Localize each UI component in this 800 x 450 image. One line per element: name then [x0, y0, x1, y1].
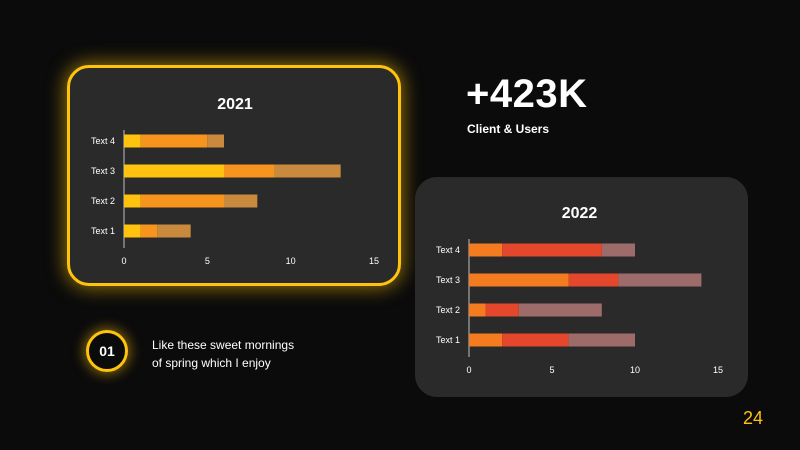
- y-tick-label: Text 4: [436, 245, 460, 255]
- bar-segment: [224, 164, 274, 178]
- bar-segment: [485, 303, 519, 317]
- bar-segment: [618, 273, 702, 287]
- y-tick-label: Text 2: [91, 196, 115, 206]
- step-number-badge: 01: [86, 330, 128, 372]
- x-tick-label: 10: [630, 365, 640, 375]
- bar-segment: [157, 224, 191, 238]
- x-tick-label: 5: [549, 365, 554, 375]
- x-tick-label: 10: [286, 256, 296, 266]
- step-text-line-1: Like these sweet mornings: [152, 338, 295, 352]
- chart-title: 2021: [217, 96, 253, 113]
- x-tick-label: 5: [205, 256, 210, 266]
- bar-segment: [124, 224, 141, 238]
- bar-segment: [140, 134, 208, 148]
- chart-title: 2022: [562, 205, 598, 222]
- bar-segment: [124, 134, 141, 148]
- bar-segment: [601, 243, 635, 257]
- bar-chart-2021: 2021 Text 1 Text 2 Text 3 Text 4 0 5 10 15: [91, 96, 379, 266]
- bar-segment: [568, 333, 635, 347]
- x-tick-label: 0: [466, 365, 471, 375]
- page-number: 24: [743, 408, 764, 428]
- bar-segment: [124, 194, 141, 208]
- y-tick-label: Text 4: [91, 136, 115, 146]
- stat-caption: Client & Users: [467, 122, 550, 136]
- y-tick-label: Text 1: [436, 335, 460, 345]
- bar-segment: [124, 164, 224, 178]
- step-number: 01: [99, 343, 115, 359]
- y-tick-label: Text 1: [91, 226, 115, 236]
- bar-segment: [207, 134, 224, 148]
- stat-value: +423K: [466, 72, 588, 116]
- y-tick-label: Text 3: [436, 275, 460, 285]
- bar-segment: [518, 303, 602, 317]
- x-tick-label: 15: [369, 256, 379, 266]
- bar-segment: [224, 194, 258, 208]
- bar-segment: [140, 224, 158, 238]
- x-tick-label: 15: [713, 365, 723, 375]
- bar-segment: [568, 273, 619, 287]
- y-tick-label: Text 3: [91, 166, 115, 176]
- step-text-line-2: of spring which I enjoy: [152, 356, 271, 370]
- bar-chart-2022: 2022 Text 1 Text 2 Text 3 Text 4 0 5 10 15: [436, 205, 723, 375]
- bar-segment: [502, 333, 569, 347]
- bar-segment: [469, 243, 503, 257]
- bar-segment: [502, 243, 602, 257]
- chart-card-2021: 2021 Text 1 Text 2 Text 3 Text 4 0 5 10 15: [67, 65, 401, 286]
- bar-segment: [469, 333, 503, 347]
- chart-card-2022: 2022 Text 1 Text 2 Text 3 Text 4 0 5 10 15: [415, 177, 748, 397]
- x-tick-label: 0: [121, 256, 126, 266]
- bar-segment: [469, 303, 486, 317]
- bar-segment: [469, 273, 569, 287]
- bar-segment: [274, 164, 341, 178]
- y-tick-label: Text 2: [436, 305, 460, 315]
- step-description: Like these sweet mornings of spring whic…: [152, 336, 352, 372]
- bar-segment: [140, 194, 224, 208]
